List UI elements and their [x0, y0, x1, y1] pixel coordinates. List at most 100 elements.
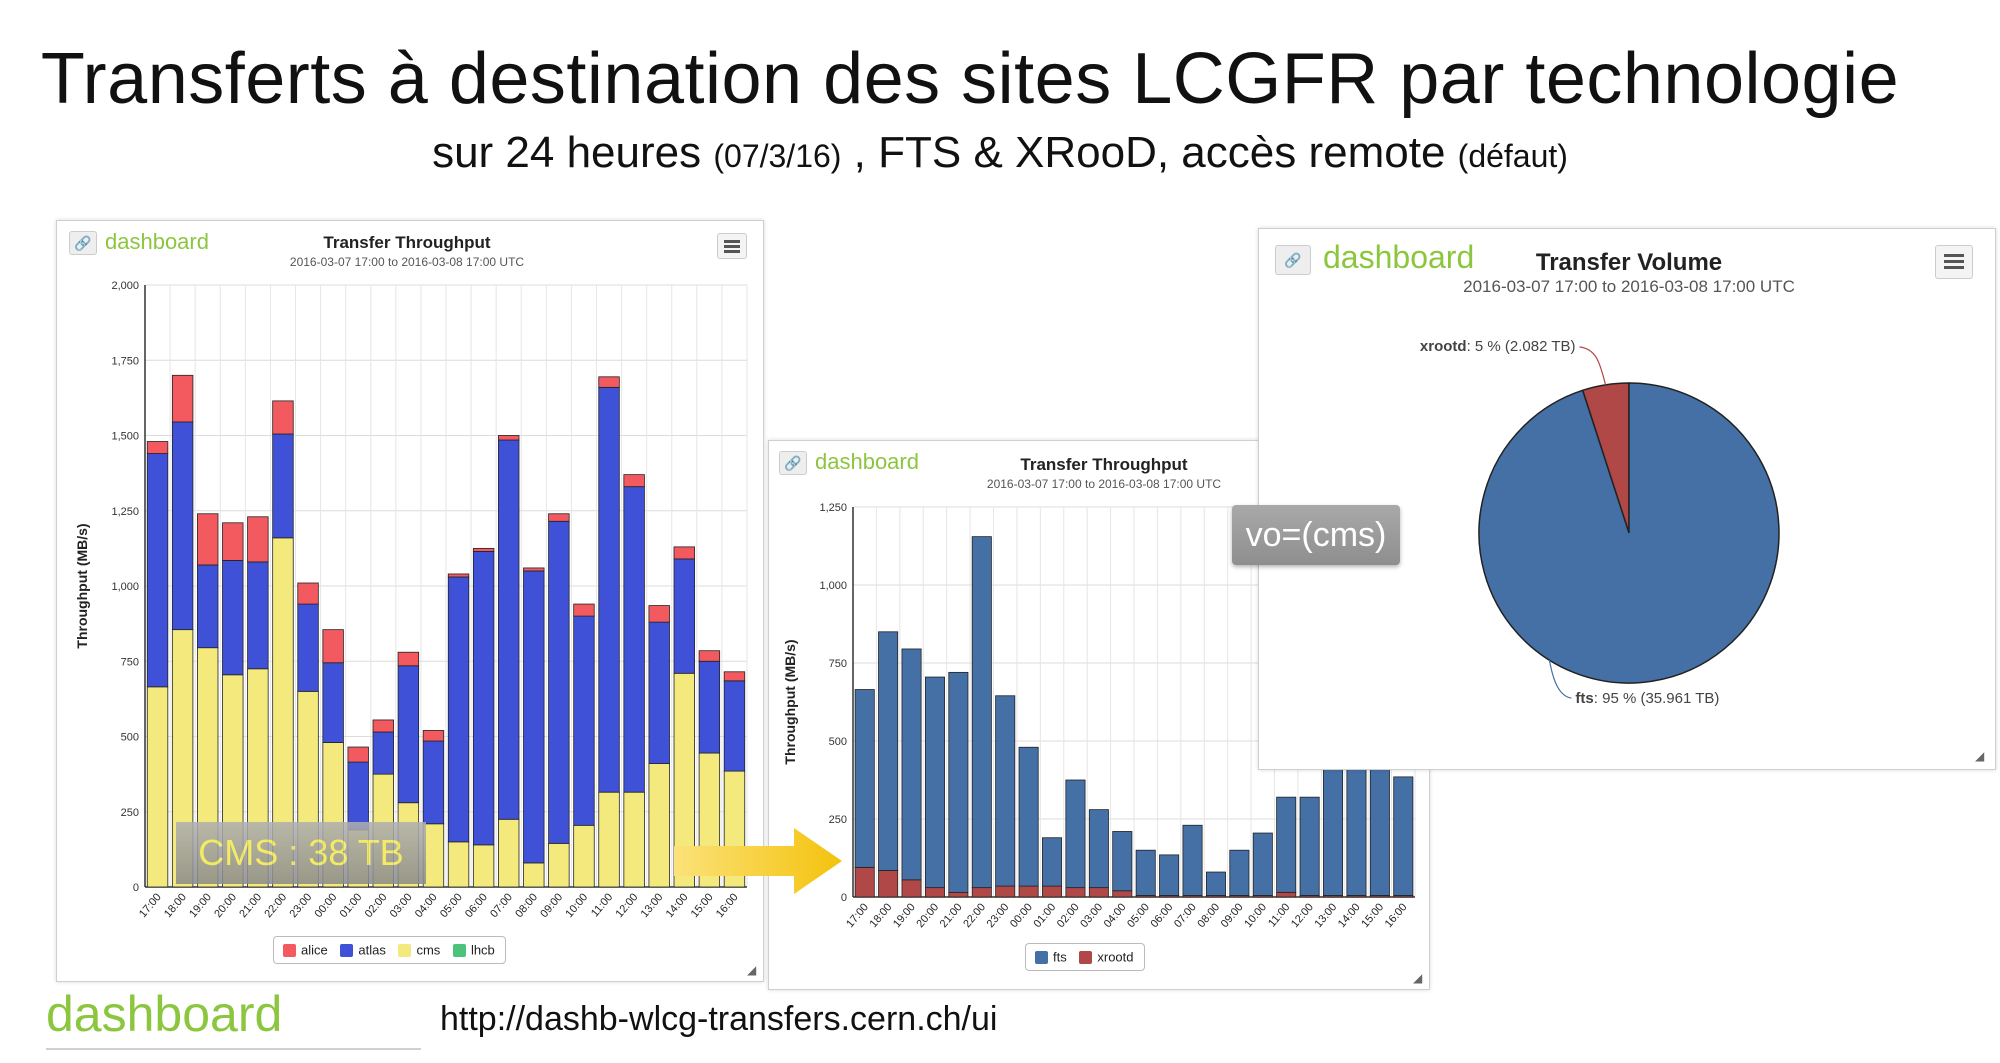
x-tick-label: 18:00 [162, 891, 189, 920]
hamburger-menu-icon[interactable] [1935, 245, 1973, 279]
bar-fts [1205, 871, 1226, 896]
y-tick-label: 750 [829, 658, 847, 670]
bar-atlas [723, 680, 746, 772]
legend-swatch-alice [283, 944, 296, 958]
bar-xrootd [948, 891, 969, 898]
vo-filter-label: vo=(cms) [1232, 505, 1400, 565]
x-tick-label: 20:00 [212, 891, 239, 920]
bar-atlas [623, 486, 645, 793]
x-tick-label: 03:00 [388, 891, 415, 920]
bar-alice [297, 582, 319, 605]
bar-xrootd [901, 879, 922, 898]
y-tick-label: 1,000 [111, 581, 139, 593]
x-tick-label: 20:00 [914, 901, 941, 930]
bar-alice [347, 746, 369, 763]
bar-alice [322, 629, 344, 664]
x-tick-label: 19:00 [187, 891, 214, 920]
cms-volume-label: CMS : 38 TB [176, 822, 426, 884]
dashboard-url[interactable]: http://dashb-wlcg-transfers.cern.ch/ui [440, 1000, 998, 1038]
bar-cms [498, 818, 520, 888]
bar-cms [548, 842, 570, 888]
x-tick-label: 19:00 [891, 901, 918, 930]
x-tick-label: 18:00 [868, 901, 895, 930]
legend-label-atlas[interactable]: atlas [358, 942, 386, 958]
bar-atlas [447, 576, 470, 843]
x-tick-label: 03:00 [1078, 901, 1105, 930]
bar-alice [498, 435, 520, 441]
bar-atlas [171, 421, 194, 631]
right-chart-svg: xrootd: 5 % (2.082 TB) fts: 95 % (35.961 … [1420, 338, 1780, 707]
x-tick-label: 05:00 [438, 891, 465, 920]
legend-label-alice[interactable]: alice [301, 942, 328, 958]
x-tick-label: 17:00 [844, 901, 871, 930]
bar-atlas [247, 561, 269, 670]
link-icon[interactable]: 🔗 [1275, 245, 1311, 275]
y-tick-label: 250 [121, 807, 139, 819]
x-tick-label: 06:00 [1149, 901, 1176, 930]
pie-label-fts-value: : 95 % (35.961 TB) [1594, 690, 1720, 707]
bar-alice [698, 650, 721, 662]
y-axis-title: Throughput (MB/s) [74, 523, 90, 648]
subtitle-date: (07/3/16) [713, 138, 842, 174]
bar-fts [1276, 796, 1297, 893]
bar-alice [197, 513, 219, 566]
resize-handle-icon[interactable]: ◢ [1975, 749, 1985, 763]
x-tick-label: 16:00 [1383, 901, 1410, 930]
bar-alice [372, 719, 394, 733]
y-tick-label: 1,250 [819, 502, 847, 514]
bar-cms [598, 791, 620, 888]
x-tick-label: 01:00 [1031, 901, 1058, 930]
pie-label-xrootd-name: xrootd [1420, 338, 1467, 355]
bar-alice [648, 605, 670, 623]
bar-fts [1229, 849, 1250, 896]
x-tick-label: 23:00 [985, 901, 1012, 930]
bar-cms [472, 844, 495, 888]
pie-label-xrootd: xrootd: 5 % (2.082 TB) [1420, 338, 1576, 355]
x-tick-label: 02:00 [363, 891, 390, 920]
bar-alice [397, 651, 420, 667]
resize-handle-icon[interactable]: ◢ [1413, 971, 1423, 985]
resize-handle-icon[interactable]: ◢ [747, 963, 757, 977]
pie-connector-xrootd [1579, 346, 1607, 385]
bar-cms [447, 841, 470, 888]
hamburger-menu-icon[interactable] [717, 233, 747, 259]
x-tick-label: 11:00 [589, 891, 615, 919]
slide-title: Transferts à destination des sites LCGFR… [40, 39, 1900, 119]
bar-atlas [197, 564, 219, 649]
bar-xrootd [1276, 891, 1297, 898]
legend-label-fts[interactable]: fts [1053, 949, 1067, 965]
left-chart-legend: alice atlas cms lhcb [273, 936, 506, 964]
x-tick-label: 13:00 [639, 891, 666, 920]
legend-label-xrootd[interactable]: xrootd [1097, 949, 1134, 965]
bar-atlas [297, 603, 319, 692]
bar-alice [472, 547, 495, 552]
link-icon[interactable]: 🔗 [779, 451, 807, 475]
x-tick-label: 21:00 [237, 891, 264, 920]
x-tick-label: 14:00 [664, 891, 691, 920]
x-tick-label: 23:00 [287, 891, 314, 920]
link-icon[interactable]: 🔗 [69, 231, 97, 255]
pie-label-fts-name: fts [1575, 690, 1593, 707]
bar-atlas [573, 615, 595, 826]
bar-fts [1065, 779, 1086, 889]
bar-fts [854, 689, 875, 868]
legend-label-cms[interactable]: cms [416, 942, 441, 958]
y-tick-label: 2,000 [111, 280, 139, 292]
legend-swatch-xrootd [1079, 951, 1093, 965]
bar-atlas [222, 560, 244, 676]
bar-alice [222, 522, 244, 561]
bar-xrootd [1088, 887, 1109, 898]
legend-label-lhcb[interactable]: lhcb [470, 942, 495, 958]
left-chart-title: Transfer Throughput [323, 233, 491, 252]
pie-label-fts: fts: 95 % (35.961 TB) [1575, 690, 1719, 707]
right-chart-panel: 🔗 dashboard Transfer Volume 2016-03-07 1… [1258, 228, 1996, 770]
bar-alice [623, 474, 645, 488]
x-tick-label: 15:00 [689, 891, 716, 920]
x-tick-label: 15:00 [1359, 901, 1386, 930]
bar-fts [878, 631, 899, 871]
subtitle-default: (défaut) [1457, 138, 1568, 174]
y-tick-label: 750 [121, 656, 139, 668]
bar-atlas [146, 453, 169, 688]
x-tick-label: 09:00 [1219, 901, 1246, 930]
middle-chart-svg: 0 250 500 750 1,000 1,250 17:0018:0019:0020:00… [782, 502, 1416, 930]
